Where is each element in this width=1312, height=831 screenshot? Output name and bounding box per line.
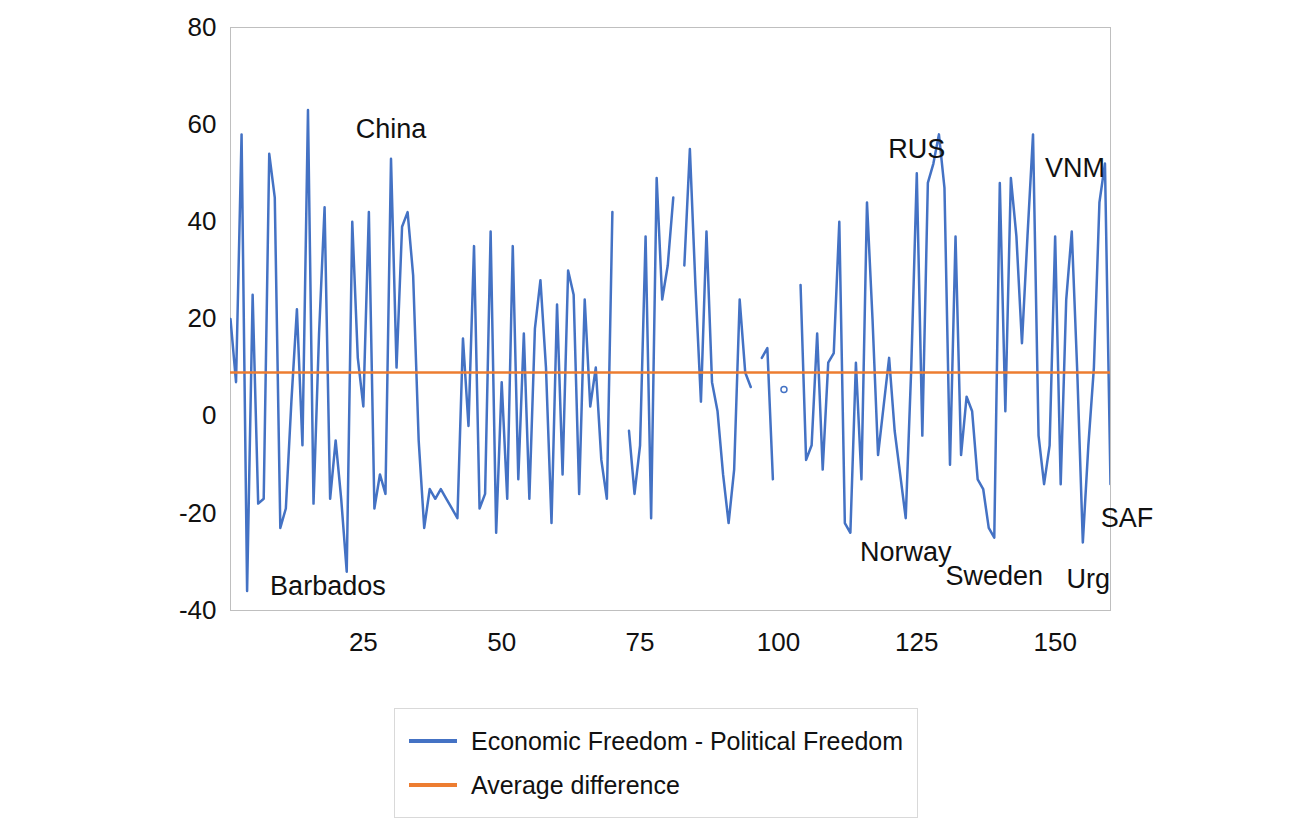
svg-text:Barbados: Barbados — [270, 571, 386, 601]
svg-text:RUS: RUS — [888, 134, 945, 164]
html-text:Average difference: Average difference — [471, 771, 680, 799]
svg-text:50: 50 — [487, 627, 516, 657]
svg-text:60: 60 — [188, 109, 217, 139]
svg-text:40: 40 — [188, 206, 217, 236]
svg-text:125: 125 — [895, 627, 938, 657]
svg-text:80: 80 — [188, 12, 217, 42]
svg-text:150: 150 — [1033, 627, 1076, 657]
svg-text:0: 0 — [202, 400, 216, 430]
svg-text:Sweden: Sweden — [945, 561, 1043, 591]
svg-text:20: 20 — [188, 303, 217, 333]
html-text:Economic Freedom - Political F: Economic Freedom - Political Freedom — [471, 727, 903, 755]
svg-text:25: 25 — [349, 627, 378, 657]
svg-text:-20: -20 — [179, 498, 217, 528]
svg-text:Norway: Norway — [860, 537, 952, 567]
svg-text:Urg: Urg — [1067, 564, 1111, 594]
svg-text:-40: -40 — [179, 595, 217, 625]
svg-text:SAF: SAF — [1101, 503, 1154, 533]
svg-text:100: 100 — [757, 627, 800, 657]
svg-text:VNM: VNM — [1045, 153, 1105, 183]
svg-text:China: China — [356, 114, 428, 144]
svg-text:75: 75 — [626, 627, 655, 657]
